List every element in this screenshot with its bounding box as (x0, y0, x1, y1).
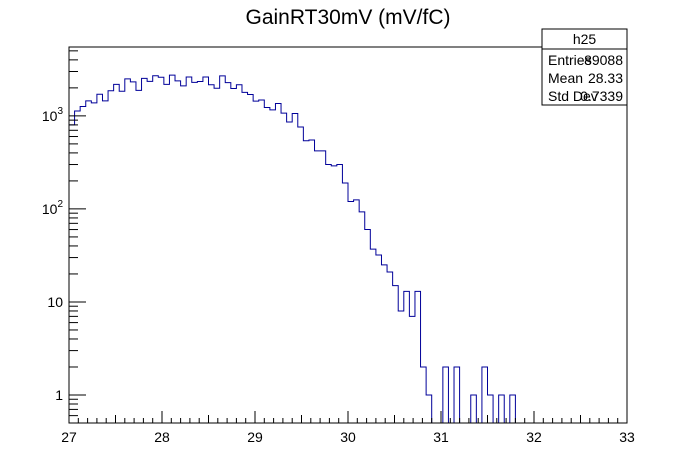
y-axis: 1 10 102 103 (42, 50, 86, 424)
x-tick-label: 28 (154, 429, 170, 445)
y-tick-label: 103 (42, 106, 64, 124)
x-tick-label: 27 (61, 429, 77, 445)
stats-row-label: Std Dev (548, 88, 598, 104)
x-tick-label: 30 (340, 429, 356, 445)
x-axis: 27 28 29 30 31 32 33 (61, 411, 635, 445)
stats-row-value: 89088 (584, 52, 623, 68)
stats-row-label: Entries (548, 52, 592, 68)
stats-box-title: h25 (573, 31, 597, 47)
y-tick-label: 1 (55, 387, 63, 403)
stats-row-label: Mean (548, 70, 583, 86)
x-tick-label: 29 (247, 429, 263, 445)
stats-row-value: 28.33 (588, 70, 623, 86)
y-tick-label: 102 (42, 199, 64, 217)
histogram-bars (69, 74, 521, 424)
x-tick-label: 31 (433, 429, 449, 445)
y-tick-label: 10 (47, 294, 63, 310)
histogram-outline (69, 74, 521, 424)
x-tick-label: 32 (526, 429, 542, 445)
stats-box-frame (541, 28, 628, 106)
stats-row-value: 0.7339 (580, 88, 623, 104)
chart-title: GainRT30mV (mV/fC) (245, 6, 451, 29)
x-tick-label: 33 (619, 429, 635, 445)
